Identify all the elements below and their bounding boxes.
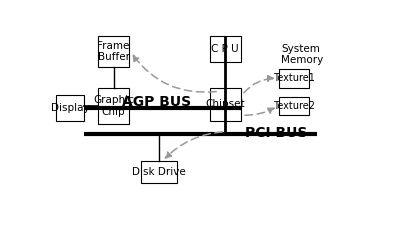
Text: Texture1: Texture1 (273, 73, 315, 83)
Text: AGP BUS: AGP BUS (122, 95, 192, 109)
Text: Display: Display (51, 103, 90, 113)
Bar (210, 87, 241, 121)
Text: PCI BUS: PCI BUS (245, 126, 308, 140)
Bar (210, 36, 241, 62)
Bar (142, 161, 177, 183)
Bar (98, 36, 129, 67)
Text: Texture2: Texture2 (273, 101, 315, 111)
Bar (279, 69, 309, 87)
Text: System
Memory: System Memory (281, 44, 323, 65)
Text: C P U: C P U (211, 44, 239, 54)
Text: Chipset: Chipset (205, 99, 245, 109)
Bar (98, 87, 129, 124)
Text: Graphic
Chip: Graphic Chip (93, 95, 134, 117)
Text: Frame
Buffer: Frame Buffer (97, 41, 130, 62)
Text: Disk Drive: Disk Drive (132, 167, 186, 177)
Bar (279, 97, 309, 115)
Bar (56, 95, 84, 121)
